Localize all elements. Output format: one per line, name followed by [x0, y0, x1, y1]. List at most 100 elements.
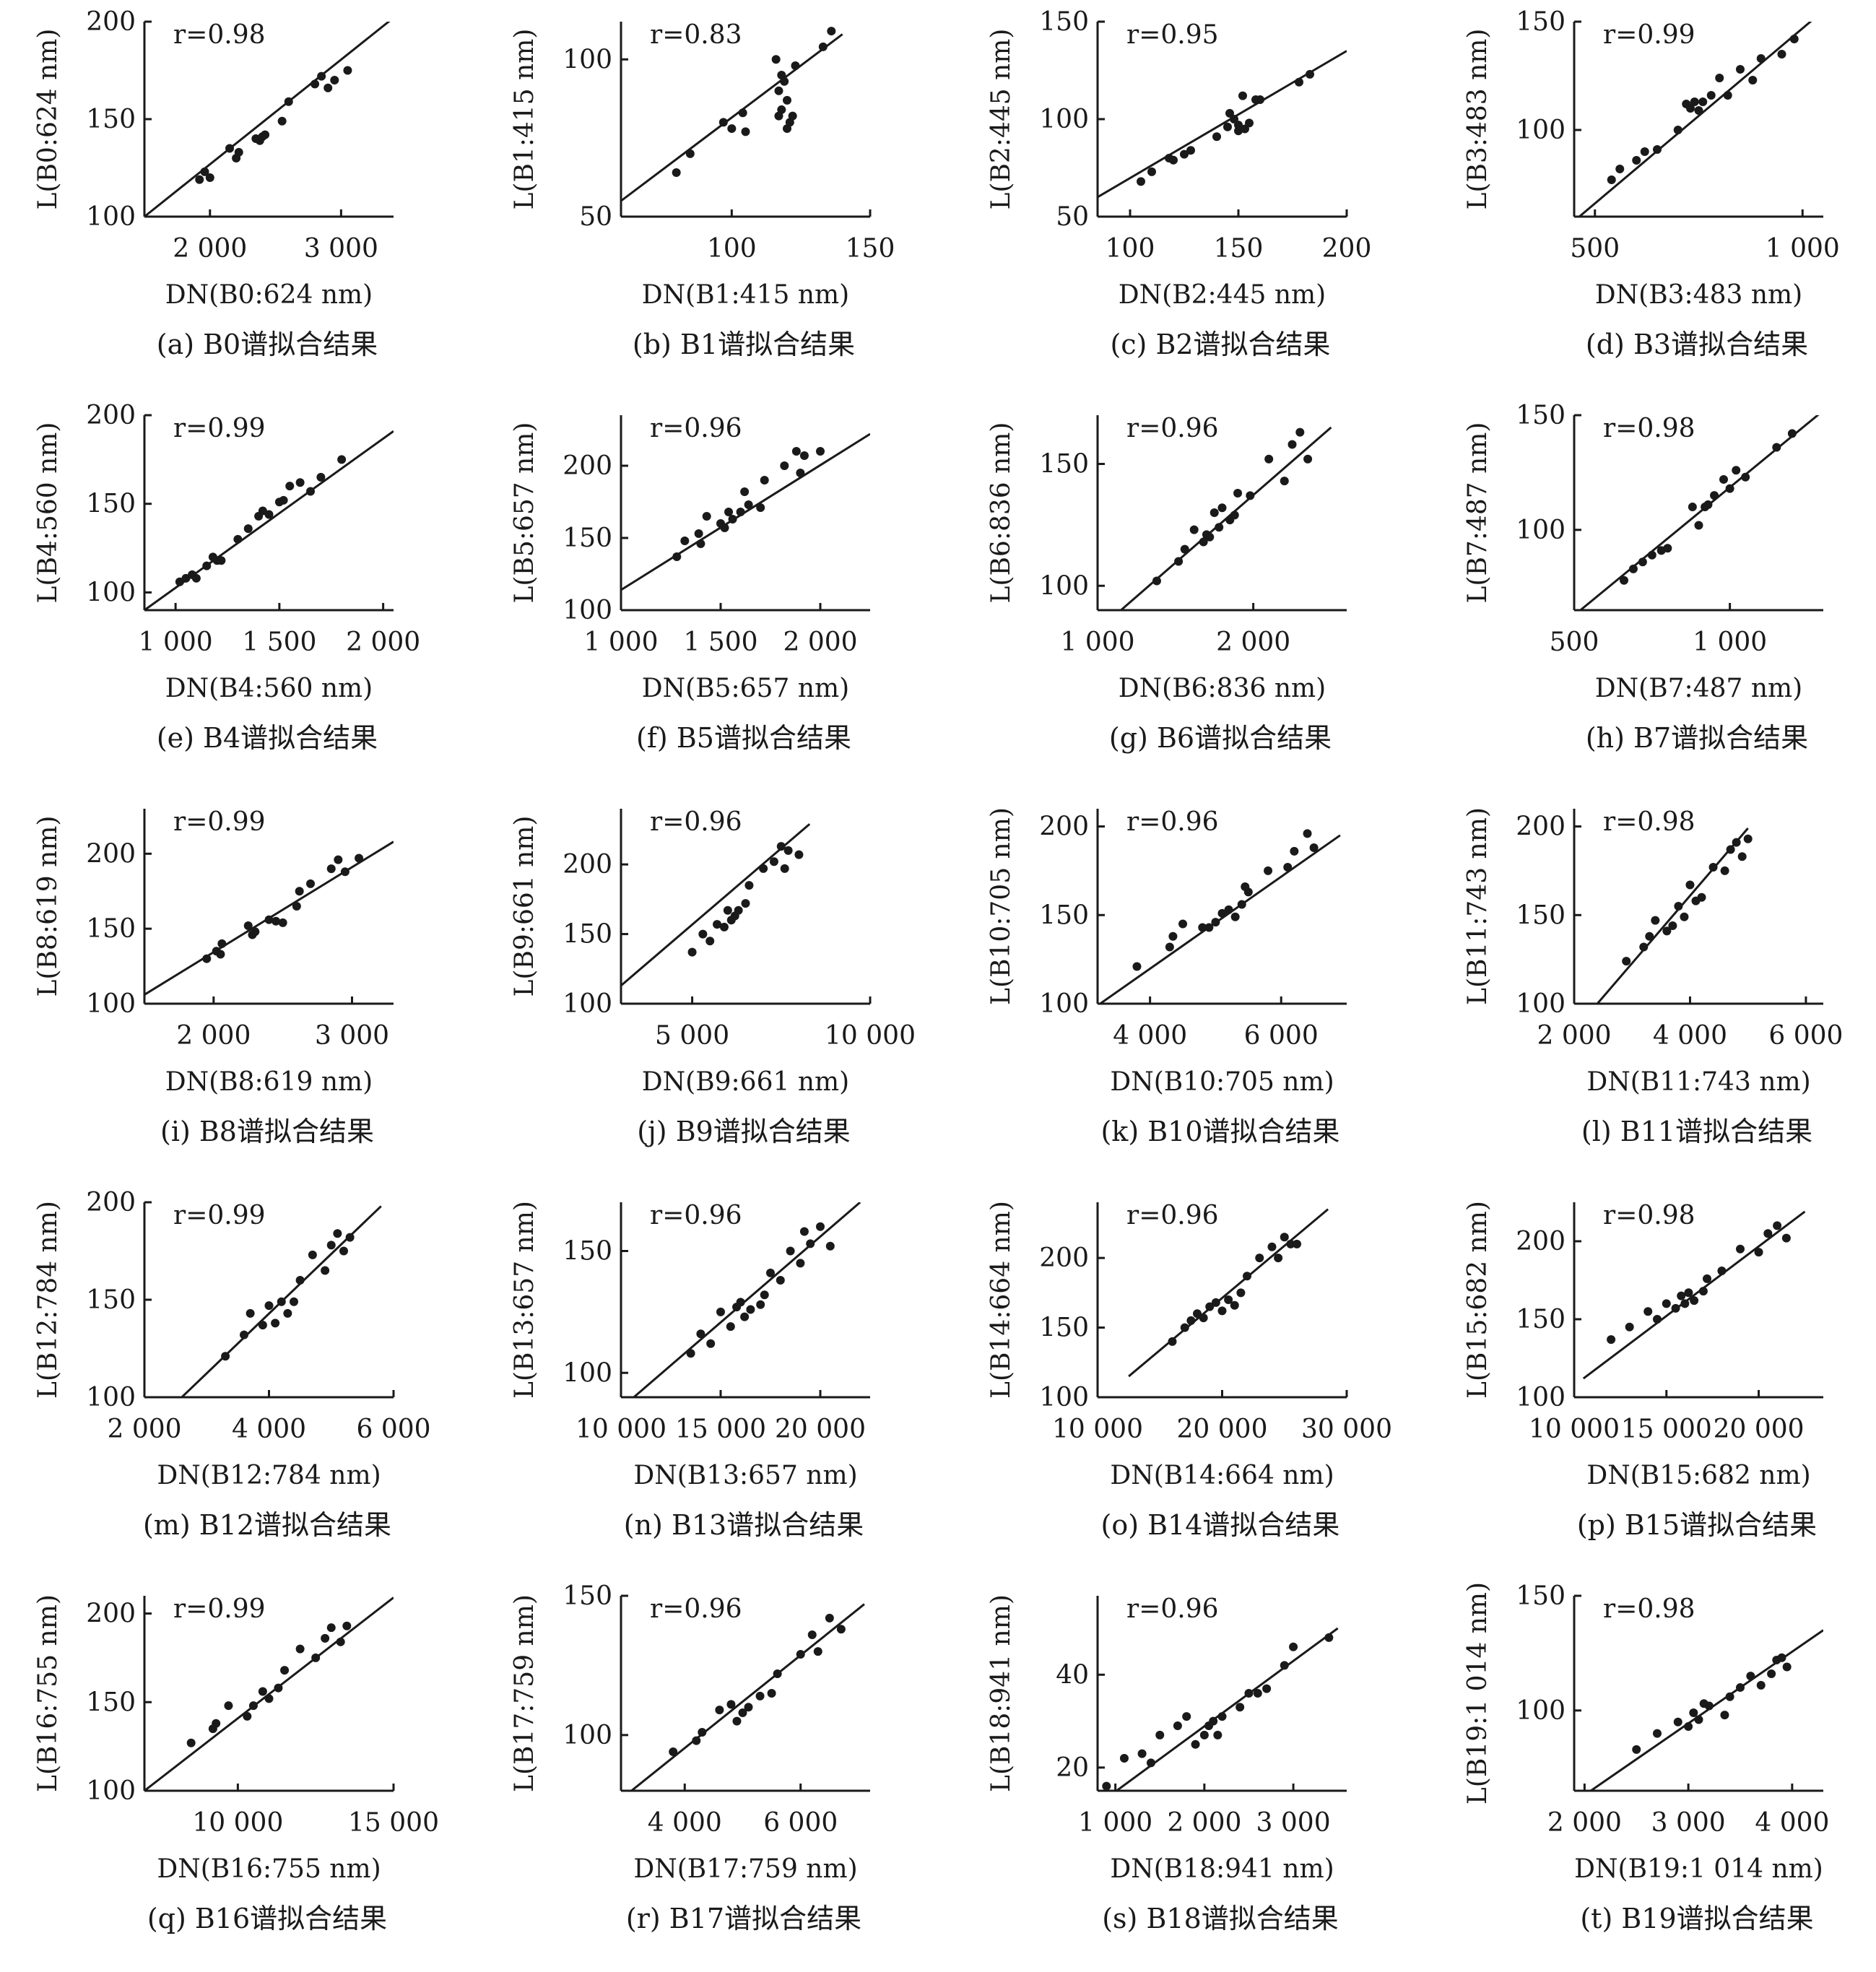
panel-3-point	[1723, 91, 1732, 100]
panel-17-point	[813, 1647, 822, 1656]
panel-17-point	[773, 1669, 782, 1678]
panel-13-point	[696, 1329, 705, 1339]
panel-17-xtick-label: 4 000	[648, 1808, 722, 1838]
panel-9-point	[687, 947, 697, 957]
panel-18-caption: (s) B18谱拟合结果	[1102, 1903, 1339, 1934]
panel-14-point	[1199, 1313, 1208, 1323]
panel-11-point	[1674, 902, 1683, 911]
panel-18-point	[1217, 1712, 1227, 1721]
panel-13-point	[766, 1268, 775, 1277]
panel-11-xtick-label: 6 000	[1768, 1021, 1843, 1051]
panel-9-ytick-label: 100	[563, 989, 612, 1019]
panel-9-point	[719, 922, 729, 931]
panel-2-point	[1186, 146, 1195, 155]
panel-12-point	[246, 1308, 255, 1318]
panel-5-xtick-label: 1 500	[683, 627, 757, 657]
panel-0-point	[195, 175, 204, 184]
panel-18-point	[1102, 1781, 1111, 1791]
panel-15-point	[1643, 1307, 1653, 1316]
panel-0-point	[277, 116, 287, 126]
panel-7-r-label: r=0.98	[1603, 414, 1695, 443]
panel-14-caption: (o) B14谱拟合结果	[1101, 1509, 1340, 1541]
panel-7-point	[1638, 557, 1647, 567]
panel-16-xtick-label: 15 000	[348, 1808, 439, 1838]
panel-2-r-label: r=0.95	[1126, 20, 1219, 50]
panel-19-point	[1746, 1672, 1755, 1681]
panel-16-caption: (q) B16谱拟合结果	[147, 1903, 387, 1934]
panel-1-ytick-label: 100	[563, 45, 612, 74]
panel-4-point	[316, 472, 326, 482]
panel-15-point	[1677, 1291, 1686, 1300]
panel-12-point	[308, 1250, 317, 1259]
panel-11-ytick-label: 200	[1516, 812, 1565, 842]
panel-3-point	[1748, 76, 1758, 84]
panel-1-point	[771, 55, 781, 64]
panel-9-point	[783, 846, 793, 855]
panel-17-point	[692, 1736, 701, 1745]
panel-3-point	[1632, 156, 1641, 165]
panel-3-point	[1777, 50, 1786, 58]
panel-17-fit-line	[630, 1603, 865, 1791]
panel-16-ytick-label: 150	[86, 1688, 136, 1717]
panel-16-fit-line	[144, 1597, 394, 1791]
panel-12-point	[277, 1297, 286, 1306]
panel-17-point	[807, 1630, 817, 1639]
panel-12-point	[240, 1330, 248, 1339]
panel-15-point	[1653, 1315, 1662, 1324]
panel-6-point	[1215, 523, 1224, 532]
panel-8-caption: (i) B8谱拟合结果	[160, 1116, 374, 1147]
panel-10-point	[1204, 923, 1214, 932]
panel-12-point	[258, 1321, 267, 1330]
panel-6-point	[1189, 525, 1199, 534]
panel-1-point	[774, 86, 783, 95]
panel-8-ytick-label: 100	[86, 989, 136, 1019]
panel-15-point	[1698, 1287, 1708, 1296]
panel-8-point	[355, 853, 364, 863]
panel-6-x-label: DN(B6:836 nm)	[1119, 674, 1326, 703]
panel-11-caption: (l) B11谱拟合结果	[1581, 1116, 1812, 1147]
panel-15-point	[1717, 1267, 1727, 1276]
panel-11-xtick-label: 2 000	[1537, 1021, 1611, 1051]
panel-14-ytick-label: 150	[1039, 1313, 1089, 1343]
panel-12-point	[290, 1297, 298, 1306]
panel-12-point	[283, 1308, 292, 1318]
panel-16-point	[311, 1653, 321, 1662]
panel-0-xtick-label: 3 000	[304, 234, 378, 264]
panel-6-ytick-label: 100	[1039, 571, 1089, 601]
panel-9: 100 150 200 5 000 10 000 r=0.96 L(B9:661 nm) DN…	[510, 807, 916, 1147]
panel-3-xtick-label: 500	[1570, 234, 1620, 264]
panel-11-point	[1697, 892, 1706, 902]
panel-10-point	[1309, 843, 1319, 852]
panel-1-r-label: r=0.83	[650, 20, 742, 50]
panel-5-point	[696, 539, 705, 548]
panel-13-point	[760, 1290, 769, 1300]
panel-16-point	[326, 1623, 336, 1633]
panel-14-xtick-label: 20 000	[1177, 1415, 1268, 1444]
panel-13-point	[799, 1227, 809, 1236]
panel-14-point	[1186, 1316, 1196, 1325]
panel-16-point	[224, 1701, 233, 1711]
panel-2-point	[1256, 95, 1264, 104]
panel-11-point	[1662, 926, 1672, 936]
panel-13-point	[686, 1349, 695, 1358]
panel-4-xtick-label: 1 000	[139, 627, 213, 657]
panel-12-ytick-label: 200	[86, 1188, 136, 1217]
panel-5-caption: (f) B5谱拟合结果	[636, 722, 851, 754]
panel-12-point	[333, 1229, 342, 1238]
panel-0-point	[234, 147, 243, 157]
panel-10: 100 150 200 4 000 6 000 r=0.96 L(B10:705 nm) DN…	[986, 807, 1347, 1147]
panel-19-point	[1694, 1715, 1703, 1724]
panel-10-point	[1243, 887, 1253, 897]
panel-3-point	[1607, 175, 1616, 184]
panel-14-point	[1211, 1298, 1220, 1307]
panel-9-y-label: L(B9:661 nm)	[510, 816, 539, 997]
panel-8-x-label: DN(B8:619 nm)	[165, 1067, 373, 1097]
panel-5-x-label: DN(B5:657 nm)	[642, 674, 849, 703]
panel-13-caption: (n) B13谱拟合结果	[624, 1509, 864, 1541]
panel-17-r-label: r=0.96	[650, 1594, 742, 1624]
panel-5-point	[694, 529, 703, 538]
panel-12-x-label: DN(B12:784 nm)	[157, 1461, 381, 1490]
panel-10-point	[1178, 919, 1188, 929]
panel-7-xtick-label: 1 000	[1693, 627, 1767, 657]
